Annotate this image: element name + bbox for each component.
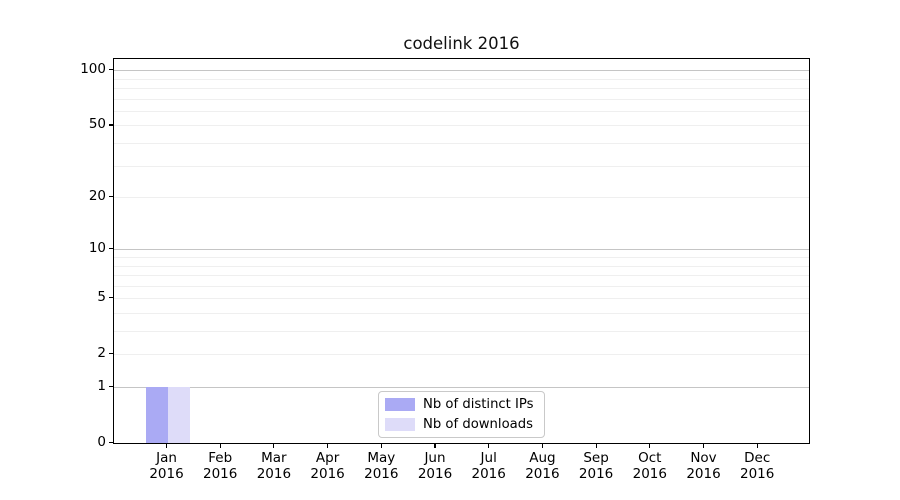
x-tick-mark <box>649 444 651 448</box>
x-tick-year: 2016 <box>203 465 238 482</box>
x-tick-label: Apr 2016 <box>293 450 363 482</box>
y-tick-label: 5 <box>97 289 106 306</box>
y-gridline-minor <box>114 143 809 144</box>
y-gridline-major <box>114 387 809 388</box>
x-tick-mark <box>488 444 490 448</box>
x-tick-year: 2016 <box>310 465 345 482</box>
x-tick-year: 2016 <box>149 465 184 482</box>
y-gridline-minor <box>114 354 809 356</box>
y-tick-label: 50 <box>88 116 106 133</box>
y-tick-mark <box>108 297 113 299</box>
y-tick-label: 0 <box>97 434 106 450</box>
x-tick-year: 2016 <box>632 465 667 482</box>
x-tick-mark <box>273 444 275 448</box>
y-gridline-minor <box>114 285 809 287</box>
y-tick-label: 20 <box>88 188 106 205</box>
legend-entry: Nb of distinct IPs <box>385 396 544 413</box>
bar-downloads <box>167 387 190 443</box>
y-gridline-minor <box>114 331 809 332</box>
legend: Nb of distinct IPs Nb of downloads <box>378 391 545 438</box>
x-tick-mark <box>541 444 543 448</box>
x-tick-label: Mar 2016 <box>239 450 309 482</box>
chart-title: codelink 2016 <box>403 34 520 53</box>
y-tick-label: 10 <box>88 240 106 257</box>
legend-entry: Nb of downloads <box>385 416 544 433</box>
x-tick-label: May 2016 <box>346 450 416 482</box>
x-tick-mark <box>327 444 329 448</box>
x-tick-year: 2016 <box>471 465 506 482</box>
y-gridline-minor <box>114 197 809 199</box>
x-tick-year: 2016 <box>740 465 775 482</box>
legend-label: Nb of downloads <box>423 417 533 432</box>
x-tick-label: Oct 2016 <box>615 450 685 482</box>
y-tick-mark <box>108 196 113 198</box>
legend-swatch <box>385 398 415 411</box>
x-tick-mark <box>380 444 382 448</box>
x-tick-year: 2016 <box>364 465 399 482</box>
x-tick-year: 2016 <box>578 465 614 482</box>
x-tick-label: Nov 2016 <box>669 450 739 482</box>
y-tick-mark <box>108 386 113 388</box>
bar-distinct-ips <box>145 387 168 443</box>
y-gridline-minor <box>114 313 809 314</box>
legend-swatch <box>385 418 415 431</box>
y-gridline-major <box>114 70 809 72</box>
y-tick-mark <box>108 69 113 71</box>
x-tick-label: Dec 2016 <box>722 450 792 482</box>
x-tick-year: 2016 <box>417 465 453 482</box>
y-gridline-minor <box>114 265 809 267</box>
y-tick-label: 1 <box>97 378 106 394</box>
x-tick-mark <box>595 444 597 448</box>
x-tick-mark <box>434 444 436 448</box>
x-tick-year: 2016 <box>525 465 560 482</box>
y-gridline-major <box>114 249 809 251</box>
plot-area <box>113 58 810 444</box>
y-tick-mark <box>108 124 113 126</box>
x-tick-mark <box>165 444 168 448</box>
y-gridline-minor <box>114 110 809 112</box>
x-tick-label: Sep 2016 <box>561 450 631 482</box>
x-tick-mark <box>756 444 758 448</box>
y-gridline-minor <box>114 165 809 167</box>
x-tick-label: Jan 2016 <box>132 450 202 482</box>
y-gridline-minor <box>114 78 809 80</box>
x-tick-label: Jul 2016 <box>454 450 524 482</box>
y-tick-label: 2 <box>97 345 106 362</box>
legend-label: Nb of distinct IPs <box>423 397 534 412</box>
y-gridline-minor <box>114 275 809 276</box>
y-gridline-minor <box>114 125 809 127</box>
x-tick-mark <box>219 444 221 448</box>
x-tick-label: Aug 2016 <box>507 450 577 482</box>
x-tick-mark <box>702 444 705 448</box>
y-tick-mark <box>108 442 113 444</box>
x-tick-label: Jun 2016 <box>400 450 470 482</box>
y-tick-label: 100 <box>80 61 106 78</box>
y-gridline-minor <box>114 257 809 258</box>
x-tick-label: Feb 2016 <box>185 450 255 482</box>
y-tick-mark <box>108 353 113 355</box>
x-tick-year: 2016 <box>256 465 292 482</box>
y-gridline-minor <box>114 298 809 300</box>
y-gridline-minor <box>114 88 809 89</box>
x-tick-year: 2016 <box>686 465 721 482</box>
y-tick-mark <box>108 248 113 250</box>
y-gridline-minor <box>114 98 809 100</box>
